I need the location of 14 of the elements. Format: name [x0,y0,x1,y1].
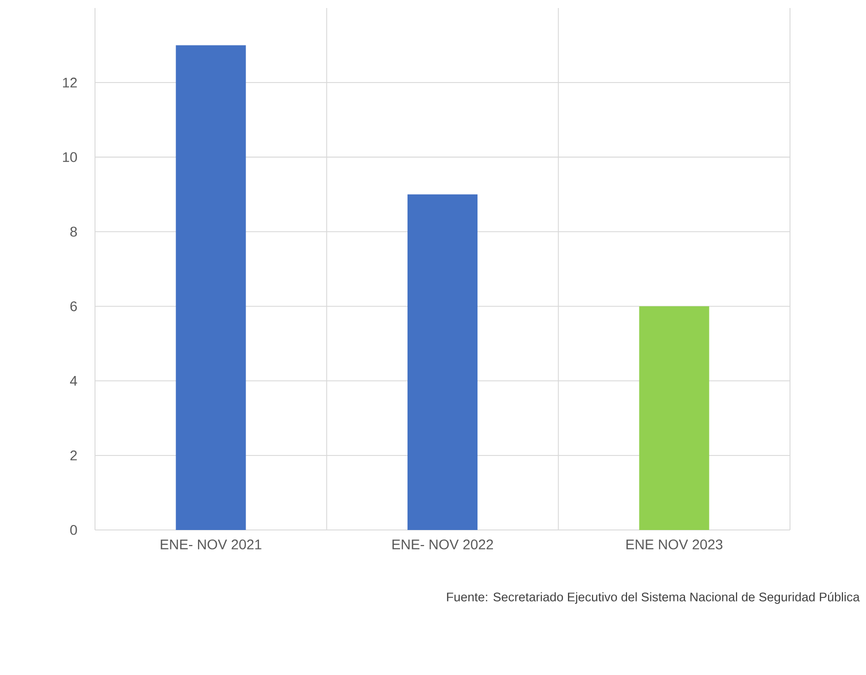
y-tick-label: 0 [70,525,77,535]
x-tick-label: ENE NOV 2023 [626,539,722,550]
source-note: Fuente: Secretariado Ejecutivo del Sistema Nacional de Seguridad Pública [447,592,860,604]
y-tick-label: 2 [70,450,77,460]
bar [176,45,246,530]
y-tick-label: 8 [70,226,77,237]
y-tick-label: 6 [70,301,77,312]
y-tick-label: 12 [63,78,77,88]
x-tick-label: ENE- NOV 2022 [392,539,493,550]
y-tick-label: 4 [70,376,78,386]
bar [639,306,710,530]
x-tick-label: ENE- NOV 2021 [160,539,262,550]
y-tick-label: 10 [63,152,77,162]
bar [408,194,478,530]
